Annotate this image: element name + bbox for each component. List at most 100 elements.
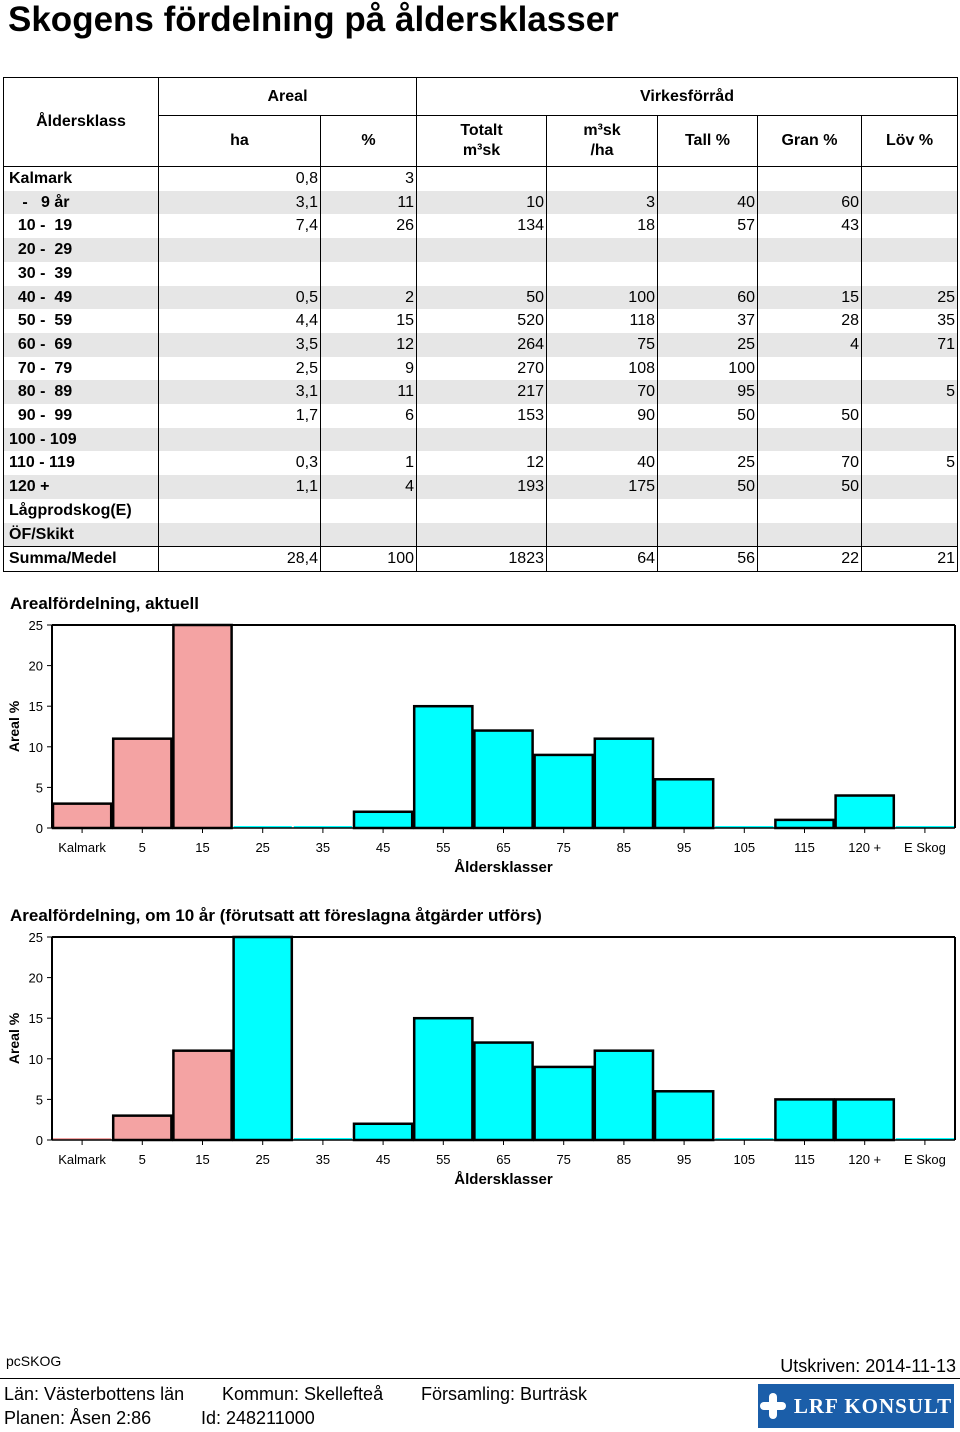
bar	[111, 737, 173, 830]
cell-ha: 4,4	[158, 309, 321, 333]
cell-per-ha: 70	[546, 380, 658, 405]
bar	[533, 753, 595, 830]
table-row: 50 - 59 4,4 15 520 118 37 28 35	[3, 309, 958, 333]
x-tick-label: 65	[496, 840, 510, 855]
cell-totalt	[416, 522, 547, 547]
x-tick-label: 75	[556, 1152, 570, 1167]
footer-planen: Planen: Åsen 2:86	[4, 1408, 152, 1428]
bar	[593, 737, 655, 830]
cell-lov	[861, 190, 958, 215]
cell-label: 80 - 89	[3, 380, 159, 405]
cell-tall: 95	[657, 380, 758, 405]
cell-ha: 3,1	[158, 380, 321, 405]
cell-lov	[861, 238, 958, 262]
cell-lov	[861, 475, 958, 499]
cell-label: 120 +	[3, 475, 159, 499]
bar	[232, 935, 294, 1142]
bar	[593, 1049, 655, 1142]
cell-totalt: 520	[416, 309, 547, 333]
x-axis-label: Åldersklasser	[454, 859, 553, 876]
cell-ha: 2,5	[158, 356, 321, 381]
cell-label: 40 - 49	[3, 285, 159, 310]
table-row: - 9 år 3,1 11 10 3 40 60	[3, 190, 958, 215]
table-sum-row: Summa/Medel 28,4 100 1823 64 56 22 21	[3, 546, 958, 572]
cell-gran: 15	[757, 285, 862, 310]
bar	[352, 810, 414, 830]
cell-ha	[158, 522, 321, 547]
y-tick-label: 0	[36, 1133, 43, 1148]
cell-label: 60 - 69	[3, 332, 159, 357]
header-age-class: Åldersklass	[3, 77, 159, 167]
cell-totalt: 270	[416, 356, 547, 381]
cell-ha: 0,8	[158, 165, 321, 191]
cell-gran	[757, 522, 862, 547]
cell-lov: 71	[861, 332, 958, 357]
table-row: 80 - 89 3,1 11 217 70 95 5	[3, 380, 958, 405]
y-tick-label: 10	[29, 740, 43, 755]
cell-tall	[657, 427, 758, 452]
table-row: Kalmark 0,8 3	[3, 165, 958, 191]
table-row: 90 - 99 1,7 6 153 90 50 50	[3, 404, 958, 428]
cell-pct: 2	[320, 285, 417, 310]
x-tick-label: 95	[677, 1152, 691, 1167]
bar	[653, 778, 715, 830]
cell-gran: 60	[757, 190, 862, 215]
cell-per-ha: 18	[546, 214, 658, 239]
x-tick-label: 105	[733, 1152, 755, 1167]
table-row: 60 - 69 3,5 12 264 75 25 4 71	[3, 332, 958, 357]
cell-lov	[861, 522, 958, 547]
bar	[412, 1016, 474, 1142]
cell-ha: 0,3	[158, 451, 321, 476]
cell-pct: 4	[320, 475, 417, 499]
cell-per-ha: 118	[546, 309, 658, 333]
y-tick-label: 10	[29, 1052, 43, 1067]
cell-ha	[158, 427, 321, 452]
cell-tall: 40	[657, 190, 758, 215]
y-tick-label: 5	[36, 1092, 43, 1107]
bar	[473, 1041, 534, 1142]
bar	[653, 1090, 715, 1142]
bar	[172, 623, 233, 830]
cross-icon	[759, 1393, 786, 1419]
cell-per-ha: 3	[546, 190, 658, 215]
cell-ha: 1,1	[158, 475, 321, 499]
cell-lov	[861, 427, 958, 452]
footer-printed-date: Utskriven: 2014-11-13	[780, 1356, 956, 1376]
cell-pct	[320, 427, 417, 452]
cell-pct: 11	[320, 190, 417, 215]
bar	[352, 1122, 414, 1142]
table-row: 10 - 19 7,4 26 134 18 57 43	[3, 214, 958, 239]
cell-totalt: 10	[416, 190, 547, 215]
footer-app-name: pcSKOG	[6, 1353, 62, 1369]
x-tick-label: 25	[255, 840, 269, 855]
x-tick-label: 85	[617, 1152, 631, 1167]
cell-per-ha	[546, 165, 658, 191]
cell-label: ÖF/Skikt	[3, 522, 159, 547]
lrf-konsult-logo: LRF KONSULT	[758, 1384, 954, 1428]
cell-label: Kalmark	[3, 165, 159, 191]
cell-ha	[158, 261, 321, 286]
cell-gran	[757, 261, 862, 286]
y-tick-label: 25	[29, 618, 43, 633]
x-tick-label: 25	[255, 1152, 269, 1167]
cell-pct	[320, 522, 417, 547]
bar	[172, 1049, 233, 1142]
sum-cell-lov: 21	[861, 546, 958, 572]
cell-per-ha: 90	[546, 404, 658, 428]
cell-lov	[861, 356, 958, 381]
x-tick-label: 45	[376, 1152, 390, 1167]
header-areal: Areal	[158, 77, 417, 116]
cell-ha: 3,5	[158, 332, 321, 357]
bar	[533, 1065, 595, 1142]
cell-gran: 43	[757, 214, 862, 239]
header-tall: Tall %	[657, 115, 758, 167]
footer-divider	[0, 1378, 960, 1379]
cell-totalt: 153	[416, 404, 547, 428]
cell-label: 100 - 109	[3, 427, 159, 452]
x-tick-label: 65	[496, 1152, 510, 1167]
cell-tall	[657, 498, 758, 523]
header-totalt-line2: m³sk	[462, 142, 501, 159]
x-tick-label: 15	[195, 1152, 209, 1167]
cell-totalt	[416, 427, 547, 452]
x-tick-label: E Skog	[904, 1152, 946, 1167]
